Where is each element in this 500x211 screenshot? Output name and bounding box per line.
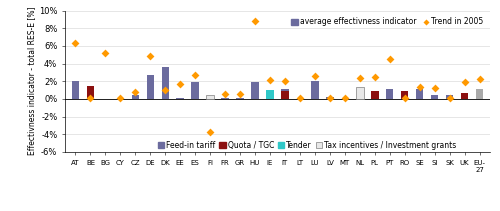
- Point: [341, 96, 349, 99]
- Bar: [162, 67, 169, 99]
- Point: [476, 78, 484, 81]
- Point: [86, 96, 94, 99]
- Bar: [206, 95, 214, 99]
- Point: [281, 80, 289, 83]
- Bar: [446, 95, 454, 99]
- Point: [371, 75, 379, 78]
- Point: [416, 85, 424, 89]
- Point: [400, 96, 408, 99]
- Point: [206, 130, 214, 133]
- Point: [116, 96, 124, 100]
- Point: [102, 51, 110, 55]
- Bar: [416, 89, 424, 99]
- Bar: [401, 91, 408, 99]
- Bar: [281, 91, 288, 99]
- Bar: [356, 87, 364, 99]
- Point: [72, 42, 80, 45]
- Point: [296, 97, 304, 100]
- Bar: [266, 90, 274, 99]
- Point: [266, 78, 274, 82]
- Point: [146, 54, 154, 57]
- Bar: [326, 97, 334, 99]
- Bar: [252, 82, 259, 99]
- Bar: [192, 82, 199, 99]
- Bar: [371, 91, 378, 99]
- Bar: [476, 89, 484, 99]
- Bar: [461, 93, 468, 99]
- Point: [221, 92, 229, 95]
- Y-axis label: Effectivness indicator - total RES-E [%]: Effectivness indicator - total RES-E [%]: [27, 7, 36, 156]
- Point: [236, 93, 244, 96]
- Bar: [281, 89, 288, 99]
- Bar: [146, 76, 154, 99]
- Bar: [72, 81, 79, 99]
- Point: [386, 57, 394, 61]
- Point: [311, 74, 319, 78]
- Bar: [416, 89, 424, 99]
- Bar: [386, 89, 394, 99]
- Bar: [132, 95, 139, 99]
- Bar: [266, 90, 274, 99]
- Bar: [176, 98, 184, 99]
- Legend: Feed-in tariff, Quota / TGC, Tender, Tax incentives / Investment grants: Feed-in tariff, Quota / TGC, Tender, Tax…: [158, 141, 456, 150]
- Bar: [371, 91, 378, 99]
- Point: [430, 87, 438, 90]
- Point: [132, 90, 140, 93]
- Bar: [86, 86, 94, 99]
- Point: [162, 88, 170, 92]
- Bar: [431, 95, 438, 99]
- Point: [176, 83, 184, 86]
- Bar: [401, 97, 408, 99]
- Bar: [311, 81, 318, 99]
- Point: [191, 73, 199, 77]
- Point: [460, 80, 468, 84]
- Point: [446, 96, 454, 99]
- Point: [251, 19, 259, 23]
- Point: [356, 76, 364, 79]
- Point: [326, 96, 334, 100]
